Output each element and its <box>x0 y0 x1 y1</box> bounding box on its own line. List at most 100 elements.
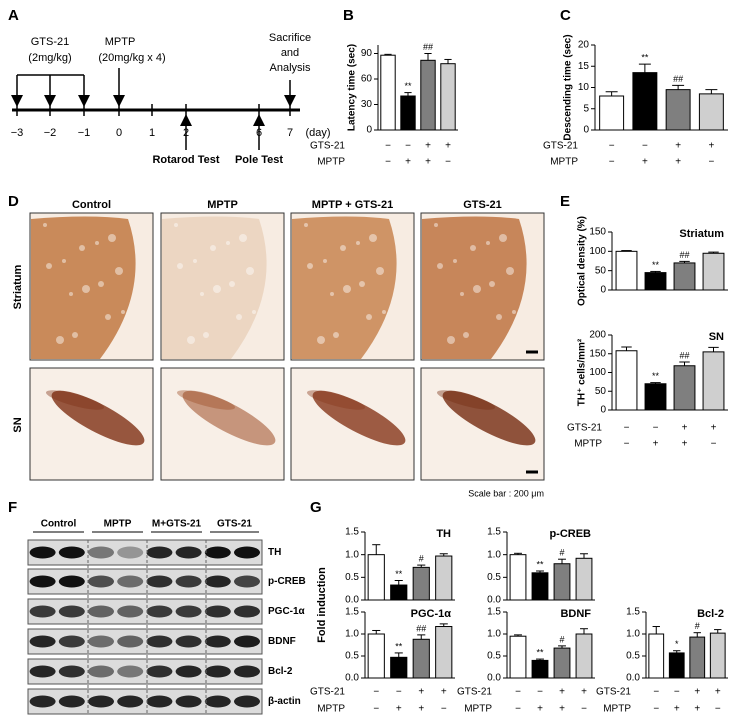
blot-band <box>146 695 173 708</box>
condition-sign: − <box>396 687 402 698</box>
y-tick-label: 1.0 <box>345 629 359 640</box>
condition-sign: − <box>624 423 630 434</box>
blot-band <box>29 605 56 618</box>
y-axis-label: Optical density (%) <box>577 216 588 306</box>
bar <box>698 93 724 131</box>
chart-title: SN <box>709 331 724 343</box>
blot-band <box>204 605 231 618</box>
blot-band <box>117 546 144 559</box>
chart-title: BDNF <box>560 608 591 620</box>
protein-label: BDNF <box>268 636 296 647</box>
tissue-dot <box>304 223 308 227</box>
panel-label: A <box>8 7 19 24</box>
sn-tissue <box>182 390 276 446</box>
tissue-dot <box>82 285 90 293</box>
y-tick-label: 1.5 <box>345 607 359 618</box>
condition-sign: + <box>675 157 681 168</box>
bar <box>644 383 667 411</box>
blot-band <box>58 635 85 648</box>
y-tick-label: 15 <box>578 61 590 72</box>
tissue-dot <box>489 281 495 287</box>
bar <box>709 632 726 679</box>
group-label: Control <box>41 519 77 530</box>
blot-band <box>146 605 173 618</box>
y-tick-label: 100 <box>589 246 606 257</box>
condition-label: MPTP <box>574 439 602 450</box>
tissue-dot <box>105 314 111 320</box>
tissue-dot <box>108 234 116 242</box>
bar <box>575 557 593 601</box>
tissue-dot <box>307 263 313 269</box>
significance-label: ## <box>679 250 689 260</box>
panel-label: C <box>560 7 571 24</box>
treatment-label: GTS-21 <box>31 36 70 48</box>
tissue-dot <box>369 234 377 242</box>
striatum-tissue <box>422 216 527 359</box>
significance-label: ** <box>536 647 544 657</box>
tissue-dot <box>470 245 476 251</box>
blot-band <box>29 546 56 559</box>
tissue-dot <box>376 267 384 275</box>
y-tick-label: 0.0 <box>345 595 359 606</box>
group-label: M+GTS-21 <box>152 519 202 530</box>
condition-sign: − <box>653 704 659 715</box>
sn-tissue <box>436 390 496 410</box>
significance-label: # <box>559 548 564 558</box>
bar <box>632 72 658 131</box>
condition-sign: − <box>441 704 447 715</box>
blot-band <box>58 665 85 678</box>
blot-band <box>117 575 144 588</box>
bar <box>531 572 549 601</box>
condition-sign: + <box>711 423 717 434</box>
bar <box>702 351 725 411</box>
bar <box>400 95 416 131</box>
striatum-tissue <box>292 216 397 359</box>
tissue-dot <box>317 336 325 344</box>
bar <box>531 659 549 679</box>
y-tick-label: 0.0 <box>345 673 359 684</box>
condition-sign: + <box>425 157 431 168</box>
sn-tissue <box>442 390 536 446</box>
chart-title: Striatum <box>679 228 724 240</box>
tissue-dot <box>213 285 221 293</box>
bar <box>420 59 436 131</box>
striatum-tissue <box>31 216 136 359</box>
blot-band <box>175 575 202 588</box>
tissue-dot <box>330 292 334 296</box>
condition-sign: − <box>674 687 680 698</box>
y-tick-label: 0.0 <box>626 673 640 684</box>
y-tick-label: 1.5 <box>487 607 501 618</box>
condition-sign: − <box>609 141 615 152</box>
protein-label: β-actin <box>268 696 301 707</box>
y-tick-label: 0 <box>583 125 589 136</box>
y-axis-label: TH⁺ cells/mm² <box>577 338 588 406</box>
significance-label: ** <box>404 81 412 91</box>
condition-label: MPTP <box>464 704 492 715</box>
y-tick-label: 20 <box>578 40 590 51</box>
row-label: Striatum <box>12 264 24 309</box>
condition-label: GTS-21 <box>310 687 345 698</box>
tissue-dot <box>356 241 360 245</box>
condition-sign: + <box>418 687 424 698</box>
tissue-dot <box>359 281 365 287</box>
tissue-dot <box>210 245 216 251</box>
condition-sign: − <box>537 687 543 698</box>
condition-sign: − <box>405 141 411 152</box>
condition-label: GTS-21 <box>567 423 602 434</box>
blot-band <box>234 695 260 708</box>
sacrifice-label: Analysis <box>270 62 311 74</box>
day-label: −3 <box>11 127 24 139</box>
significance-label: # <box>559 634 564 644</box>
sn-tissue <box>312 390 406 446</box>
blot-band <box>204 635 231 648</box>
tissue-dot <box>496 314 502 320</box>
tissue-dot <box>72 332 78 338</box>
bar <box>435 555 453 601</box>
column-title: Control <box>72 199 111 211</box>
y-tick-label: 1.5 <box>626 607 640 618</box>
condition-sign: − <box>515 687 521 698</box>
tissue-dot <box>463 332 469 338</box>
protein-label: TH <box>268 547 281 558</box>
blot-band <box>29 665 56 678</box>
tissue-dot <box>98 281 104 287</box>
